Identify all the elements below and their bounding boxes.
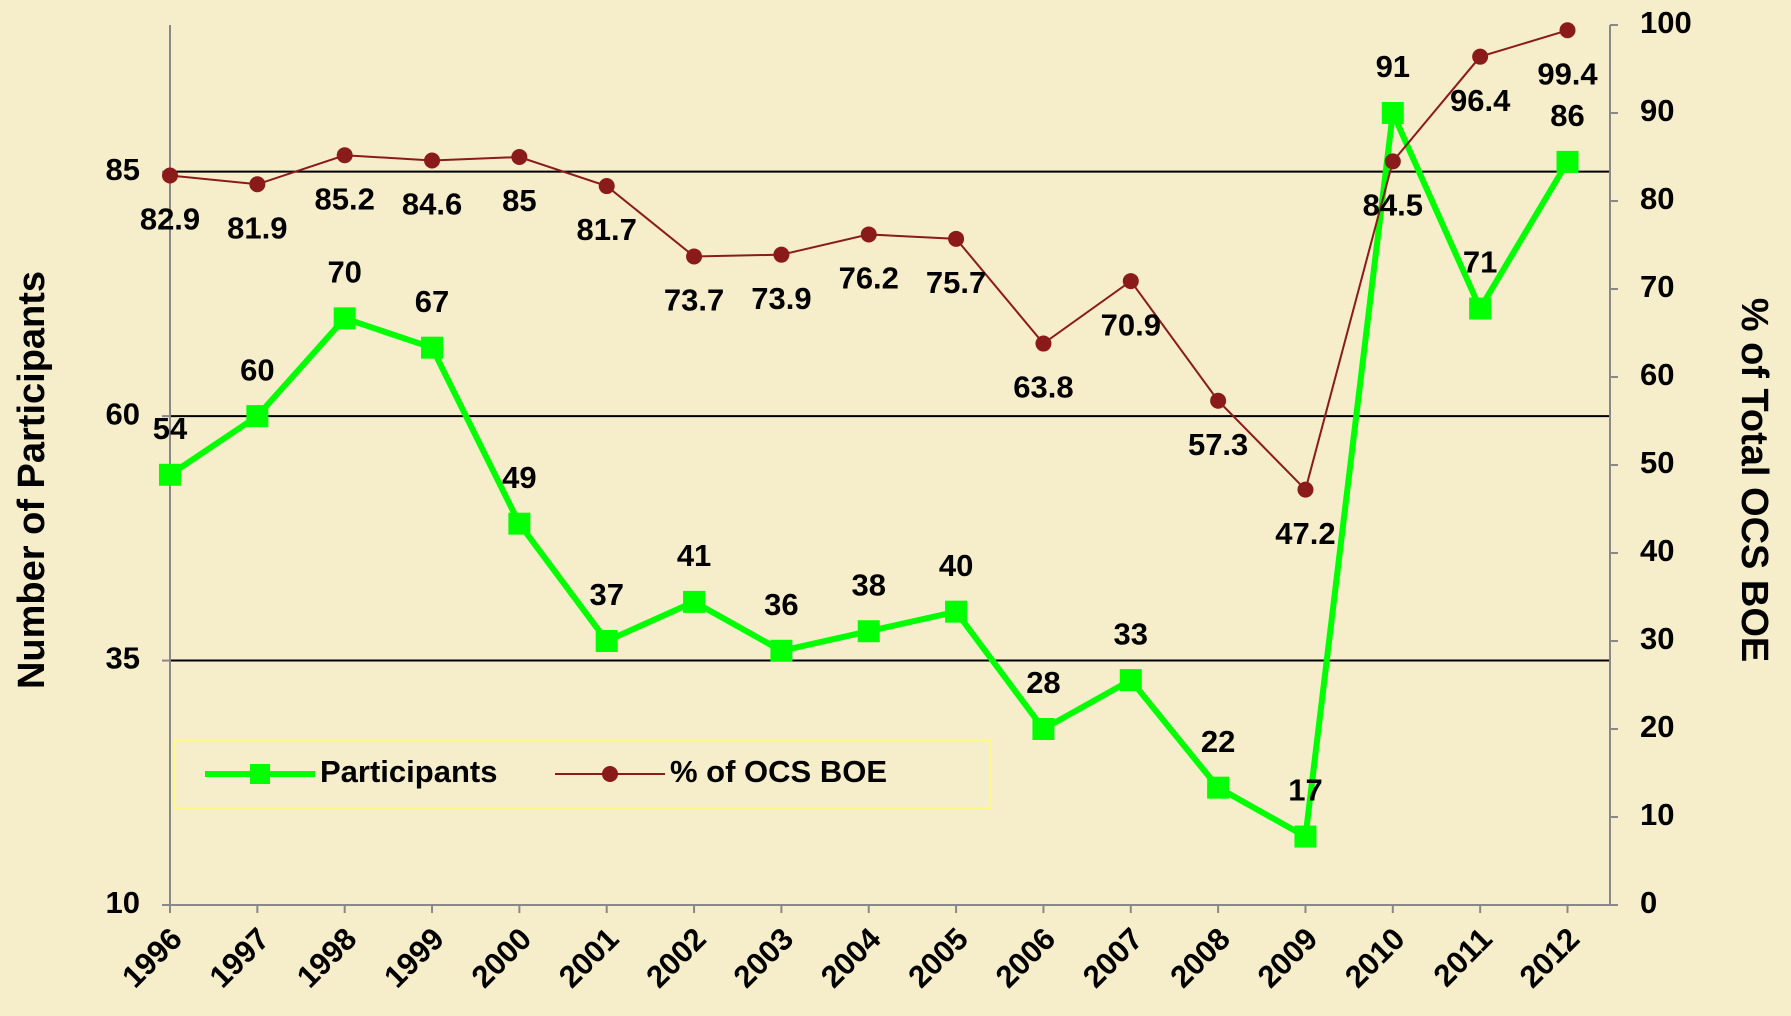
y2-tick-label: 100 (1640, 5, 1692, 40)
data-label: 37 (589, 577, 623, 612)
marker (246, 405, 269, 428)
marker (770, 639, 793, 662)
data-label: 49 (502, 460, 536, 495)
data-label: 82.9 (140, 202, 200, 237)
data-label: 75.7 (926, 265, 986, 300)
data-label: 85.2 (315, 181, 375, 216)
data-label: 17 (1288, 773, 1322, 808)
data-label: 70 (327, 255, 361, 290)
data-label: 41 (677, 538, 711, 573)
marker (333, 307, 356, 330)
data-label: 38 (852, 567, 886, 602)
y-tick-label: 35 (106, 641, 140, 676)
legend-label: % of OCS BOE (670, 754, 887, 789)
marker (595, 630, 618, 652)
marker (1207, 776, 1230, 799)
y-tick-label: 60 (106, 396, 140, 431)
marker (1297, 481, 1314, 498)
data-label: 73.7 (664, 283, 724, 318)
y2-tick-label: 40 (1640, 533, 1674, 568)
marker (948, 230, 965, 247)
data-label: 76.2 (839, 261, 899, 296)
marker (1119, 669, 1142, 692)
marker (159, 463, 181, 486)
y2-tick-label: 10 (1640, 797, 1674, 832)
marker (945, 600, 968, 623)
marker (1381, 102, 1404, 124)
marker (511, 149, 528, 165)
marker (1122, 273, 1139, 290)
data-label: 99.4 (1537, 56, 1598, 91)
data-label: 96.4 (1450, 83, 1511, 118)
data-label: 60 (240, 352, 274, 387)
marker (1472, 48, 1489, 65)
marker (1210, 392, 1227, 409)
data-label: 57.3 (1188, 427, 1248, 462)
y2-tick-label: 70 (1640, 269, 1674, 304)
marker (860, 226, 877, 243)
y2-tick-label: 90 (1640, 93, 1674, 128)
marker (162, 167, 178, 184)
legend-marker (250, 764, 270, 784)
y2-tick-label: 50 (1640, 445, 1674, 480)
marker (857, 620, 880, 643)
data-label: 67 (415, 284, 449, 319)
marker (1559, 22, 1576, 39)
data-label: 91 (1376, 49, 1410, 84)
marker (249, 176, 266, 193)
marker (1556, 150, 1579, 173)
data-label: 81.7 (577, 212, 637, 247)
y-tick-label: 85 (106, 152, 140, 187)
legend-box (174, 739, 992, 809)
data-label: 73.9 (751, 281, 811, 316)
y-tick-label: 10 (106, 885, 140, 920)
data-label: 28 (1026, 665, 1060, 700)
y2-tick-label: 60 (1640, 357, 1674, 392)
legend-marker (602, 766, 618, 782)
data-label: 85 (502, 183, 536, 218)
data-label: 33 (1114, 616, 1148, 651)
data-label: 84.6 (402, 187, 462, 222)
y2-axis-label: % of Total OCS BOE (1733, 298, 1775, 663)
y2-tick-label: 0 (1640, 885, 1657, 920)
y2-tick-label: 20 (1640, 709, 1674, 744)
y2-tick-label: 30 (1640, 621, 1674, 656)
marker (598, 178, 615, 195)
marker (508, 512, 531, 535)
marker (424, 152, 441, 169)
data-label: 81.9 (227, 210, 287, 245)
data-label: 70.9 (1101, 307, 1161, 342)
data-label: 47.2 (1275, 516, 1335, 551)
marker (686, 248, 703, 265)
data-label: 54 (153, 411, 188, 446)
marker (683, 590, 706, 613)
data-label: 71 (1463, 245, 1497, 280)
marker (1032, 718, 1055, 740)
marker (336, 147, 353, 164)
marker (773, 246, 790, 263)
marker (1035, 335, 1052, 352)
data-label: 84.5 (1363, 188, 1423, 223)
marker (1469, 297, 1492, 320)
data-label: 86 (1550, 98, 1584, 133)
data-label: 22 (1201, 724, 1235, 759)
marker (1384, 153, 1401, 170)
y-axis-label: Number of Participants (11, 271, 53, 689)
data-label: 36 (764, 587, 798, 622)
marker (1294, 825, 1317, 848)
y2-tick-label: 80 (1640, 181, 1674, 216)
legend-label: Participants (320, 754, 497, 789)
data-label: 40 (939, 548, 973, 583)
data-label: 63.8 (1013, 370, 1073, 405)
marker (421, 336, 444, 359)
